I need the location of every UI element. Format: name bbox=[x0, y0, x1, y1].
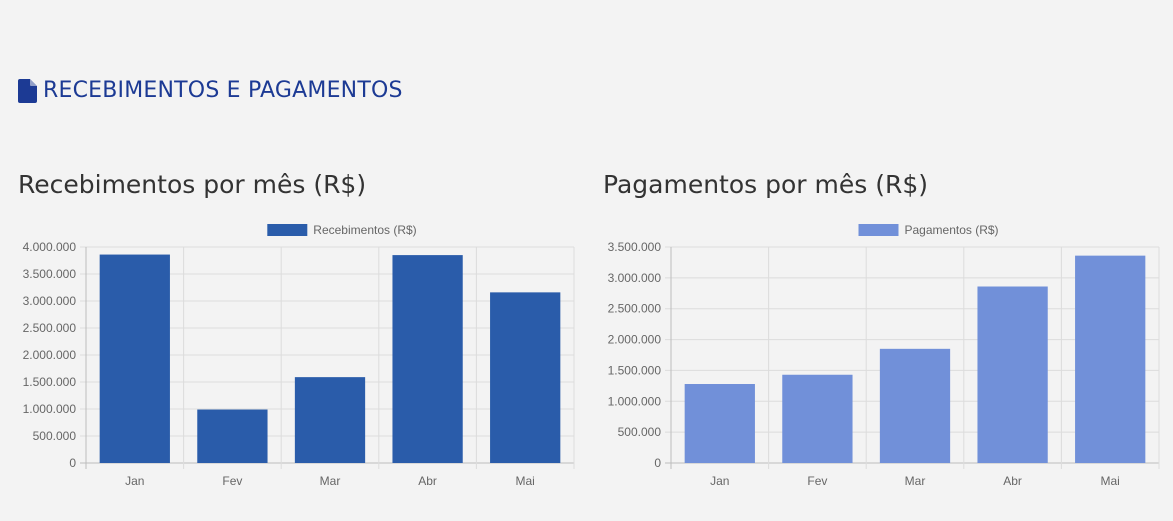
bar-mai bbox=[1075, 255, 1146, 463]
document-icon bbox=[18, 78, 37, 103]
section-header: RECEBIMENTOS E PAGAMENTOS bbox=[18, 78, 403, 103]
section-title: RECEBIMENTOS E PAGAMENTOS bbox=[43, 78, 403, 103]
y-tick-label: 1.500.000 bbox=[608, 363, 662, 377]
y-tick-label: 0 bbox=[69, 456, 76, 470]
y-tick-label: 2.000.000 bbox=[608, 333, 662, 347]
bar-mar bbox=[879, 348, 951, 463]
bar-jan bbox=[684, 384, 755, 463]
bar-abr bbox=[977, 286, 1048, 463]
legend-swatch bbox=[267, 224, 308, 236]
y-tick-label: 500.000 bbox=[33, 429, 77, 443]
x-tick-label: Fev bbox=[222, 474, 242, 488]
legend-label: Pagamentos (R$) bbox=[905, 223, 999, 237]
y-tick-label: 3.500.000 bbox=[23, 267, 77, 281]
legend-swatch bbox=[858, 224, 899, 236]
y-tick-label: 2.500.000 bbox=[23, 321, 77, 335]
bar-mai bbox=[490, 292, 561, 463]
bar-mar bbox=[294, 377, 366, 463]
x-tick-label: Abr bbox=[1003, 474, 1022, 488]
y-tick-label: 1.000.000 bbox=[608, 394, 662, 408]
bar-jan bbox=[99, 254, 170, 463]
y-tick-label: 3.000.000 bbox=[23, 294, 77, 308]
y-tick-label: 4.000.000 bbox=[23, 240, 77, 254]
chart-title-pagamentos: Pagamentos por mês (R$) bbox=[603, 170, 928, 199]
x-tick-label: Mar bbox=[905, 474, 926, 488]
y-tick-label: 3.500.000 bbox=[608, 240, 662, 254]
x-tick-label: Mai bbox=[1101, 474, 1120, 488]
chart-recebimentos: Recebimentos (R$) 0 500.000 1.000.000 1.500.… bbox=[23, 223, 575, 488]
y-tick-label: 500.000 bbox=[618, 425, 662, 439]
x-tick-label: Mar bbox=[320, 474, 341, 488]
x-tick-label: Jan bbox=[125, 474, 144, 488]
y-tick-label: 0 bbox=[654, 456, 661, 470]
x-tick-label: Abr bbox=[418, 474, 437, 488]
y-tick-label: 3.000.000 bbox=[608, 271, 662, 285]
x-tick-label: Jan bbox=[710, 474, 729, 488]
x-tick-label: Mai bbox=[516, 474, 535, 488]
bar-fev bbox=[782, 374, 853, 463]
y-tick-label: 1.500.000 bbox=[23, 375, 77, 389]
chart-pagamentos: Pagamentos (R$) 0 500.000 1.000.000 1.500.00… bbox=[608, 223, 1160, 488]
y-tick-label: 2.000.000 bbox=[23, 348, 77, 362]
chart-title-recebimentos: Recebimentos por mês (R$) bbox=[18, 170, 367, 199]
bar-fev bbox=[197, 409, 268, 463]
bar-abr bbox=[392, 255, 463, 463]
y-tick-label: 1.000.000 bbox=[23, 402, 77, 416]
legend-label: Recebimentos (R$) bbox=[313, 223, 416, 237]
x-tick-label: Fev bbox=[807, 474, 827, 488]
y-tick-label: 2.500.000 bbox=[608, 302, 662, 316]
